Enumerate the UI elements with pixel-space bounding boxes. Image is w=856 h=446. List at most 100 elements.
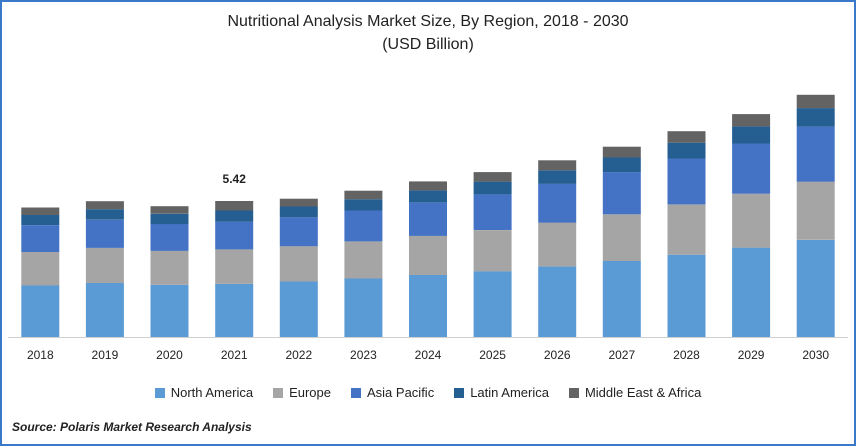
bar-2018-latin-america <box>21 215 60 225</box>
source-note: Source: Polaris Market Research Analysis <box>12 420 252 434</box>
x-tick-label: 2025 <box>479 348 506 362</box>
legend: North America Europe Asia Pacific Latin Ame… <box>0 385 856 400</box>
bar-2020-latin-america <box>150 213 189 225</box>
legend-label: Asia Pacific <box>367 385 435 400</box>
x-tick-label: 2019 <box>92 348 119 362</box>
legend-label: Middle East & Africa <box>584 385 702 400</box>
bar-2019-asia-pacific <box>85 219 124 248</box>
bar-2025-europe <box>473 230 512 272</box>
bar-2025-asia-pacific <box>473 194 512 230</box>
bar-2020-asia-pacific <box>150 224 189 251</box>
bar-2029-latin-america <box>732 126 771 144</box>
bar-2020-middle-east-africa <box>150 206 189 214</box>
bar-2030-latin-america <box>796 108 835 127</box>
x-tick-label: 2029 <box>738 348 765 362</box>
bar-2029-asia-pacific <box>732 143 771 194</box>
x-axis-ticks: 2018 2019 2020 2021 2022 2023 2024 2025 2026 2027… <box>27 348 829 362</box>
bar-2026-north-america <box>538 266 577 337</box>
legend-item: North America <box>154 385 254 400</box>
bar-2024-europe <box>409 235 447 275</box>
legend-item: Europe <box>273 385 331 400</box>
bar-2019-europe <box>85 247 124 283</box>
bar-2021-middle-east-africa <box>215 201 254 211</box>
bar-2021-latin-america <box>215 210 254 222</box>
x-tick-label: 2028 <box>673 348 700 362</box>
bar-2028-asia-pacific <box>667 158 706 205</box>
bar-2027-latin-america <box>602 157 641 173</box>
x-tick-label: 2023 <box>350 348 377 362</box>
bar-2022-europe <box>279 246 318 282</box>
bar-2023-latin-america <box>344 199 383 211</box>
legend-label: Europe <box>289 385 331 400</box>
bar-2019-north-america <box>85 283 124 337</box>
bar-2023-north-america <box>344 278 383 337</box>
bar-2030-europe <box>796 181 835 240</box>
x-tick-label: 2026 <box>544 348 571 362</box>
bar-2028-north-america <box>667 254 706 337</box>
bar-2025-latin-america <box>473 181 512 195</box>
x-tick-label: 2030 <box>802 348 829 362</box>
bar-2018-middle-east-africa <box>21 207 60 215</box>
bar-2024-latin-america <box>409 190 447 203</box>
bar-2024-asia-pacific <box>409 202 447 236</box>
bar-2022-latin-america <box>279 206 318 218</box>
bar-2030-asia-pacific <box>796 126 835 182</box>
legend-item: Middle East & Africa <box>568 385 702 400</box>
bar-2025-north-america <box>473 271 512 337</box>
bar-2028-latin-america <box>667 142 706 159</box>
legend-swatch <box>454 387 465 398</box>
bar-2027-europe <box>602 214 641 261</box>
bar-2026-middle-east-africa <box>538 160 577 171</box>
legend-swatch <box>154 387 165 398</box>
bar-2027-asia-pacific <box>602 172 641 215</box>
bar-2026-latin-america <box>538 170 577 184</box>
x-tick-label: 2024 <box>415 348 442 362</box>
x-tick-label: 2027 <box>608 348 635 362</box>
bar-2026-asia-pacific <box>538 183 577 223</box>
bar-2021-asia-pacific <box>215 221 254 250</box>
legend-item: Asia Pacific <box>351 385 434 400</box>
bar-2025-middle-east-africa <box>473 172 512 182</box>
bar-2028-middle-east-africa <box>667 131 706 143</box>
bar-2029-europe <box>732 193 771 248</box>
bar-2019-middle-east-africa <box>85 201 124 210</box>
legend-item: Latin America <box>454 385 549 400</box>
bar-2028-europe <box>667 204 706 255</box>
legend-swatch <box>273 387 284 398</box>
bar-2023-europe <box>344 241 383 279</box>
legend-swatch <box>568 387 579 398</box>
legend-label: North America <box>170 385 254 400</box>
bar-2019-latin-america <box>85 209 124 220</box>
bar-2018-europe <box>21 251 60 286</box>
bar-2027-north-america <box>602 260 641 337</box>
bar-2022-north-america <box>279 281 318 337</box>
bar-2020-north-america <box>150 284 189 337</box>
chart-subtitle: (USD Billion) <box>382 36 474 53</box>
bar-2023-asia-pacific <box>344 210 383 242</box>
bar-2021-north-america <box>215 283 254 337</box>
x-tick-label: 2018 <box>27 348 54 362</box>
bar-2018-north-america <box>21 285 60 337</box>
bar-2024-north-america <box>409 275 447 337</box>
bar-2027-middle-east-africa <box>602 146 641 158</box>
data-label-2021: 5.42 <box>223 172 247 186</box>
legend-swatch <box>351 387 361 398</box>
bar-2022-middle-east-africa <box>279 198 318 207</box>
bar-2029-middle-east-africa <box>732 114 771 127</box>
chart-title: Nutritional Analysis Market Size, By Reg… <box>227 13 629 30</box>
bar-2030-north-america <box>796 239 835 337</box>
bar-2021-europe <box>215 249 254 284</box>
bar-2023-middle-east-africa <box>344 190 383 200</box>
data-labels: 5.42 <box>223 172 247 186</box>
x-tick-label: 2020 <box>156 348 183 362</box>
bar-2026-europe <box>538 222 577 267</box>
bar-2024-middle-east-africa <box>409 181 447 191</box>
x-tick-label: 2021 <box>221 348 248 362</box>
bar-2030-middle-east-africa <box>796 94 835 109</box>
legend-label: Latin America <box>470 385 549 400</box>
x-tick-label: 2022 <box>285 348 312 362</box>
bar-2022-asia-pacific <box>279 217 318 247</box>
bar-2020-europe <box>150 250 189 285</box>
bar-2029-north-america <box>732 247 771 337</box>
